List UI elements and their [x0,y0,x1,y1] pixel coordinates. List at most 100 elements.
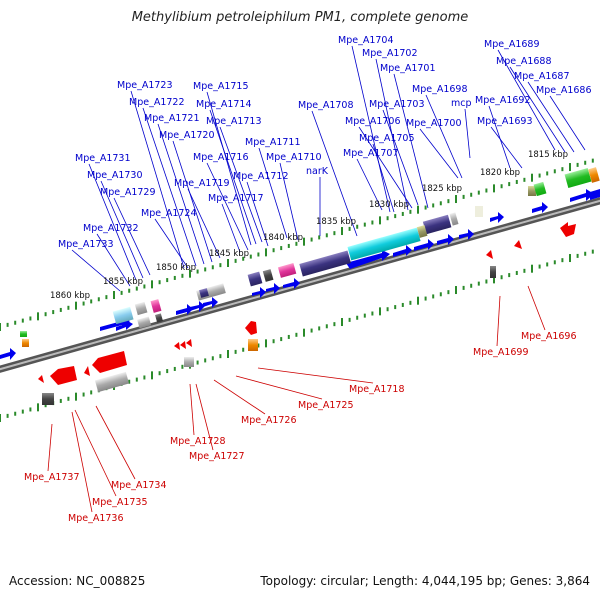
forward-gene-arrow[interactable] [590,189,600,200]
gene-label[interactable]: Mpe_A1719 [174,178,230,189]
cds-block-pink[interactable] [150,299,162,313]
gene-label[interactable]: Mpe_A1710 [266,152,322,163]
forward-gene-arrow[interactable] [346,250,390,269]
cds-block-olive[interactable] [528,186,536,196]
cds-block-green[interactable] [533,181,547,197]
cds-block-gray[interactable] [449,212,459,226]
reverse-gene-arrow[interactable] [174,342,180,350]
gene-label[interactable]: Mpe_A1737 [24,472,80,483]
forward-gene-arrow[interactable] [116,320,133,331]
gene-label[interactable]: Mpe_A1699 [473,347,529,358]
gene-label[interactable]: Mpe_A1727 [189,451,245,462]
reverse-gene-arrow[interactable] [186,339,192,347]
forward-gene-arrow[interactable] [0,348,16,360]
gene-label[interactable]: Mpe_A1733 [58,239,114,250]
forward-gene-arrow[interactable] [532,202,548,213]
reverse-gene-arrow[interactable] [245,321,257,335]
cds-block-gray[interactable] [184,357,194,367]
forward-gene-arrow[interactable] [190,301,205,312]
gene-label[interactable]: Mpe_A1736 [68,513,124,524]
gene-label[interactable]: Mpe_A1689 [484,39,540,50]
cds-block-purple[interactable] [422,214,452,235]
forward-gene-arrow[interactable] [176,304,193,315]
gene-label[interactable]: Mpe_A1698 [412,84,468,95]
cds-block-purple[interactable] [299,250,351,277]
gene-label[interactable]: Mpe_A1696 [521,331,577,342]
gene-label[interactable]: Mpe_A1723 [117,80,173,91]
gene-label[interactable]: Mpe_A1725 [298,400,354,411]
gene-label[interactable]: Mpe_A1701 [380,63,436,74]
forward-gene-arrow[interactable] [459,229,474,240]
reverse-gene-arrow[interactable] [486,250,493,259]
gene-label[interactable]: Mpe_A1704 [338,35,394,46]
gene-label[interactable]: Mpe_A1732 [83,223,139,234]
gene-label[interactable]: Mpe_A1722 [129,97,185,108]
reverse-gene-arrow[interactable] [50,366,77,385]
gene-label[interactable]: Mpe_A1717 [208,193,264,204]
cds-block-lightblue[interactable] [112,306,134,325]
forward-gene-arrow[interactable] [203,297,218,308]
cds-block-gray[interactable] [490,266,496,278]
forward-gene-arrow[interactable] [490,212,504,223]
reverse-gene-arrow[interactable] [84,366,90,376]
cds-block-orange[interactable] [248,339,258,351]
cds-block-dark[interactable] [42,393,54,405]
reverse-gene-arrow[interactable] [560,222,576,237]
gene-label[interactable]: Mpe_A1700 [406,118,462,129]
gene-label[interactable]: Mpe_A1693 [477,116,533,127]
gene-label[interactable]: Mpe_A1728 [170,436,226,447]
reverse-gene-arrow[interactable] [38,375,44,383]
gene-label[interactable]: Mpe_A1711 [245,137,301,148]
gene-label[interactable]: Mpe_A1729 [100,187,156,198]
gene-label[interactable]: Mpe_A1688 [496,56,552,67]
forward-gene-arrow[interactable] [570,189,594,202]
cds-block-dark[interactable] [155,313,163,323]
cds-block-purple[interactable] [199,288,209,298]
cds-block-olive[interactable] [416,225,428,238]
cds-block-dark[interactable] [262,269,274,282]
gene-label[interactable]: Mpe_A1730 [87,170,143,181]
gene-label[interactable]: Mpe_A1692 [475,95,531,106]
gene-label[interactable]: Mpe_A1708 [298,100,354,111]
gene-label[interactable]: Mpe_A1687 [514,71,570,82]
cds-block-cyan[interactable] [347,227,421,261]
gene-label[interactable]: Mpe_A1686 [536,85,592,96]
forward-gene-arrow[interactable] [437,234,454,245]
forward-gene-arrow[interactable] [252,287,266,298]
gene-label[interactable]: Mpe_A1735 [92,497,148,508]
gene-label[interactable]: Mpe_A1712 [233,171,289,182]
gene-label[interactable]: Mpe_A1720 [159,130,215,141]
gene-label[interactable]: Mpe_A1713 [206,116,262,127]
reverse-gene-arrow[interactable] [180,341,186,349]
forward-gene-arrow[interactable] [414,239,434,251]
forward-gene-arrow[interactable] [266,283,280,294]
gene-label[interactable]: Mpe_A1714 [196,99,252,110]
cds-block-gray[interactable] [94,371,130,393]
reverse-gene-arrow[interactable] [92,351,127,373]
cds-block-yellow[interactable] [475,206,483,217]
cds-block-green[interactable] [564,168,592,188]
gene-label[interactable]: Mpe_A1716 [193,152,249,163]
gene-label[interactable]: Mpe_A1724 [141,208,197,219]
gene-label[interactable]: Mpe_A1718 [349,384,405,395]
cds-block-gray[interactable] [137,316,152,329]
gene-label[interactable]: Mpe_A1726 [241,415,297,426]
reverse-gene-arrow[interactable] [514,240,522,249]
cds-block-orange[interactable] [22,339,29,347]
forward-gene-arrow[interactable] [393,245,412,257]
gene-label[interactable]: Mpe_A1702 [362,48,418,59]
cds-block-orange[interactable] [588,167,600,183]
cds-block-pink[interactable] [277,263,297,278]
gene-label[interactable]: Mpe_A1715 [193,81,249,92]
gene-label[interactable]: Mpe_A1734 [111,480,167,491]
gene-label[interactable]: Mpe_A1707 [343,148,399,159]
cds-block-gray[interactable] [134,301,148,316]
gene-label[interactable]: Mpe_A1705 [359,133,415,144]
gene-label[interactable]: narK [306,166,329,177]
gene-label[interactable]: mcp [451,98,472,109]
cds-block-green[interactable] [20,331,27,337]
gene-label[interactable]: Mpe_A1731 [75,153,131,164]
forward-gene-arrow[interactable] [283,278,300,289]
gene-label[interactable]: Mpe_A1703 [369,99,425,110]
gene-label[interactable]: Mpe_A1721 [144,113,200,124]
